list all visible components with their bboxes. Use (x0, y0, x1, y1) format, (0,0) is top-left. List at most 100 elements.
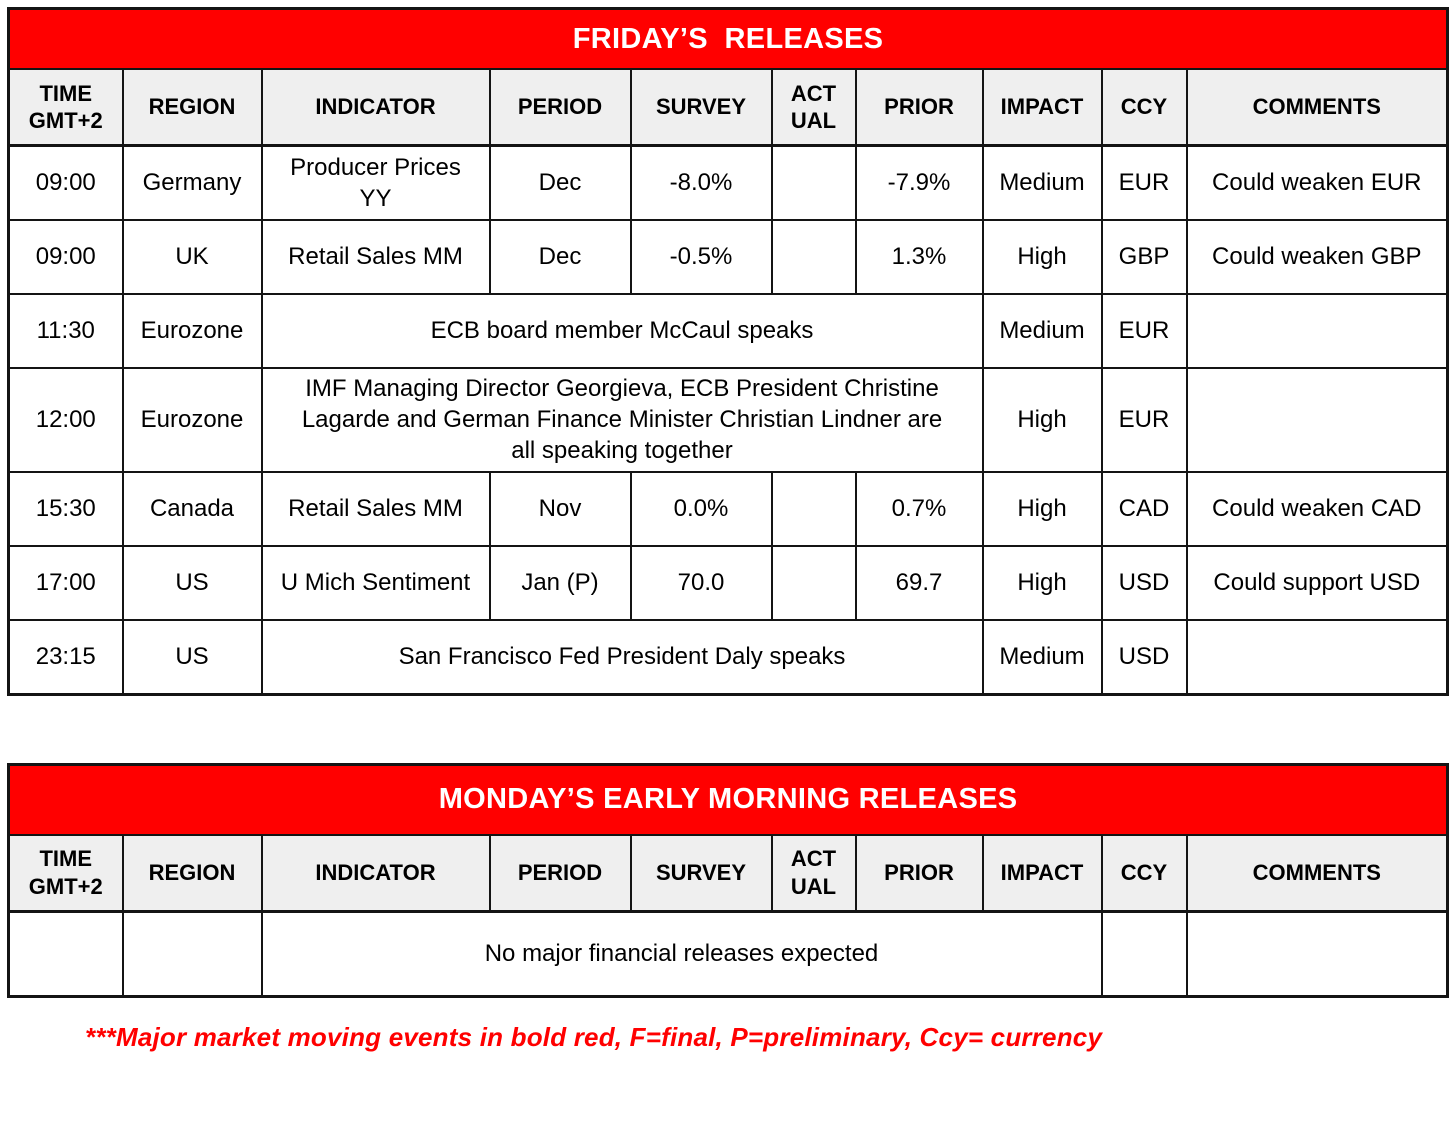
footnote: ***Major market moving events in bold re… (85, 1021, 1103, 1052)
column-header-region: REGION (121, 68, 263, 147)
column-header-region: REGION (121, 833, 263, 913)
column-header-actual: ACT UAL (770, 68, 857, 147)
cell-comments (1185, 618, 1449, 696)
cell-prior: 0.7% (854, 470, 984, 547)
column-header-comments: COMMENTS (1185, 68, 1449, 147)
cell-impact: High (981, 544, 1103, 621)
table-row: 09:00 UK Retail Sales MM Dec -0.5% 1.3% High GB… (7, 219, 1449, 295)
cell-actual (770, 144, 857, 221)
cell-ccy: GBP (1100, 219, 1188, 295)
table-row: No major financial releases expected (7, 910, 1449, 998)
cell-time: 09:00 (7, 144, 124, 221)
cell-indicator: Retail Sales MM (260, 470, 491, 547)
cell-region: Germany (121, 144, 263, 221)
cell-time: 23:15 (7, 618, 124, 696)
column-header-comments: COMMENTS (1185, 833, 1449, 913)
cell-actual (770, 544, 857, 621)
cell-region: Eurozone (121, 293, 263, 369)
column-header-time: TIME GMT+2 (7, 68, 124, 147)
column-header-period: PERIOD (488, 68, 632, 147)
cell-ccy: EUR (1100, 293, 1188, 369)
column-header-survey: SURVEY (629, 833, 773, 913)
cell-impact: Medium (981, 144, 1103, 221)
cell-ccy: USD (1100, 544, 1188, 621)
cell-survey: -8.0% (629, 144, 773, 221)
cell-region (121, 910, 263, 998)
cell-region: US (121, 618, 263, 696)
column-header-ccy: CCY (1100, 833, 1188, 913)
cell-comments: Could weaken CAD (1185, 470, 1449, 547)
cell-time: 11:30 (7, 293, 124, 369)
cell-indicator-merged: San Francisco Fed President Daly speaks (260, 618, 984, 696)
cell-prior: -7.9% (854, 144, 984, 221)
cell-ccy (1100, 910, 1188, 998)
cell-time: 17:00 (7, 544, 124, 621)
cell-indicator-merged: IMF Managing Director Georgieva, ECB Pre… (260, 367, 984, 473)
table-row: 12:00 Eurozone IMF Managing Director Georg… (7, 367, 1449, 473)
cell-comments (1185, 367, 1449, 473)
column-header-impact: IMPACT (981, 68, 1103, 147)
column-header-time: TIME GMT+2 (7, 833, 124, 913)
cell-indicator-merged: No major financial releases expected (260, 910, 1103, 998)
cell-impact: High (981, 367, 1103, 473)
column-header-impact: IMPACT (981, 833, 1103, 913)
cell-comments: Could support USD (1185, 544, 1449, 621)
title-row: MONDAY’S EARLY MORNING RELEASES (7, 763, 1449, 836)
cell-indicator-merged: ECB board member McCaul speaks (260, 293, 984, 369)
cell-actual (770, 219, 857, 295)
cell-prior: 1.3% (854, 219, 984, 295)
cell-region: US (121, 544, 263, 621)
table-row: 11:30 Eurozone ECB board member McCaul spe… (7, 293, 1449, 369)
column-header-prior: PRIOR (854, 833, 984, 913)
cell-region: Canada (121, 470, 263, 547)
column-header-ccy: CCY (1100, 68, 1188, 147)
column-header-period: PERIOD (488, 833, 632, 913)
cell-time: 09:00 (7, 219, 124, 295)
cell-ccy: CAD (1100, 470, 1188, 547)
column-header-survey: SURVEY (629, 68, 773, 147)
column-header-indicator: INDICATOR (260, 833, 491, 913)
cell-survey: 70.0 (629, 544, 773, 621)
cell-prior: 69.7 (854, 544, 984, 621)
title-row: FRIDAY’S RELEASES (7, 7, 1449, 70)
cell-time: 12:00 (7, 367, 124, 473)
cell-period: Nov (488, 470, 632, 547)
cell-period: Dec (488, 144, 632, 221)
cell-comments (1185, 910, 1449, 998)
cell-impact: High (981, 470, 1103, 547)
cell-indicator: Producer Prices YY (260, 144, 491, 221)
cell-actual (770, 470, 857, 547)
cell-ccy: USD (1100, 618, 1188, 696)
cell-region: UK (121, 219, 263, 295)
cell-impact: Medium (981, 618, 1103, 696)
cell-survey: -0.5% (629, 219, 773, 295)
cell-comments: Could weaken GBP (1185, 219, 1449, 295)
cell-indicator: Retail Sales MM (260, 219, 491, 295)
table-body: 09:00 Germany Producer Prices YY Dec -8.0% -7… (7, 144, 1449, 696)
cell-time (7, 910, 124, 998)
cell-period: Dec (488, 219, 632, 295)
table-row: 17:00 US U Mich Sentiment Jan (P) 70.0 69.7 Hi… (7, 544, 1449, 621)
cell-comments: Could weaken EUR (1185, 144, 1449, 221)
table-row: 09:00 Germany Producer Prices YY Dec -8.0% -7… (7, 144, 1449, 221)
table-body: No major financial releases expected (7, 910, 1449, 998)
cell-period: Jan (P) (488, 544, 632, 621)
column-header-row: TIME GMT+2 REGION INDICATOR PERIOD SURVEY ACT… (7, 833, 1449, 913)
cell-ccy: EUR (1100, 367, 1188, 473)
table-row: 15:30 Canada Retail Sales MM Nov 0.0% 0.7% Hig… (7, 470, 1449, 547)
column-header-actual: ACT UAL (770, 833, 857, 913)
table-row: 23:15 US San Francisco Fed President Daly … (7, 618, 1449, 696)
cell-comments (1185, 293, 1449, 369)
cell-indicator: U Mich Sentiment (260, 544, 491, 621)
friday-releases-table: FRIDAY’S RELEASES TIME GMT+2 REGION INDICA… (7, 7, 1450, 696)
table-title: MONDAY’S EARLY MORNING RELEASES (7, 763, 1449, 836)
table-title: FRIDAY’S RELEASES (7, 7, 1449, 70)
column-header-indicator: INDICATOR (260, 68, 491, 147)
cell-time: 15:30 (7, 470, 124, 547)
monday-early-morning-releases-table: MONDAY’S EARLY MORNING RELEASES TIME GMT… (7, 762, 1450, 998)
economic-calendar-page: FRIDAY’S RELEASES TIME GMT+2 REGION INDICA… (7, 7, 1450, 1052)
cell-survey: 0.0% (629, 470, 773, 547)
cell-region: Eurozone (121, 367, 263, 473)
column-header-row: TIME GMT+2 REGION INDICATOR PERIOD SURVEY ACT… (7, 68, 1449, 147)
column-header-prior: PRIOR (854, 68, 984, 147)
